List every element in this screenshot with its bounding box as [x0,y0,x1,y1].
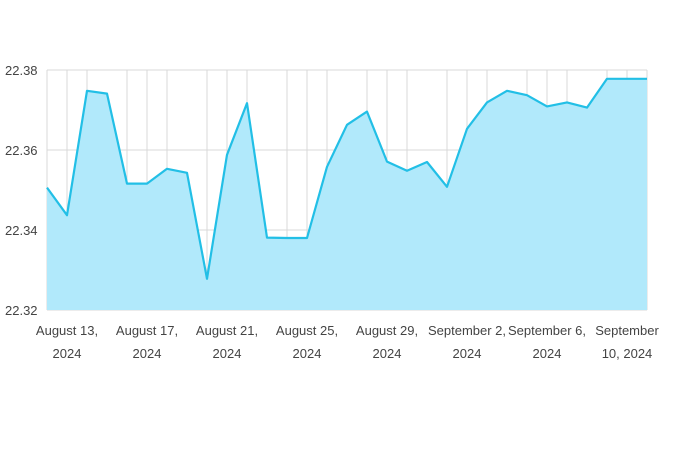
x-tick-label: September 2, 2024 [428,323,506,361]
x-tick-label-line2: 2024 [453,346,482,361]
x-tick-label-line2: 2024 [133,346,162,361]
x-tick-label-line1: August 17, [116,323,178,338]
area-fill [47,78,647,310]
x-tick-label: August 25, 2024 [276,323,338,361]
x-tick-label-line1: September [595,323,659,338]
y-tick-label: 22.32 [5,303,38,318]
x-tick-label-line1: August 21, [196,323,258,338]
y-tick-label: 22.36 [5,143,38,158]
x-tick-label: August 17, 2024 [116,323,178,361]
x-tick-label-line2: 2024 [373,346,402,361]
x-tick-label-line2: 2024 [53,346,82,361]
x-tick-label: August 21, 2024 [196,323,258,361]
y-tick-label: 22.34 [5,223,38,238]
x-tick-label-line1: August 29, [356,323,418,338]
x-tick-label-line1: August 13, [36,323,98,338]
y-tick-label: 22.38 [5,63,38,78]
x-tick-label-line1: September 2, [428,323,506,338]
x-tick-label-line2: 2024 [213,346,242,361]
x-tick-label-line2: 10, 2024 [602,346,653,361]
x-tick-label: September 10, 2024 [595,323,659,361]
x-axis: August 13, 2024 August 17, 2024 August 21, 20… [36,323,660,361]
x-tick-label-line1: September 6, [508,323,586,338]
x-tick-label-line2: 2024 [293,346,322,361]
x-tick-label-line1: August 25, [276,323,338,338]
x-tick-label-line2: 2024 [533,346,562,361]
x-tick-label: September 6, 2024 [508,323,586,361]
series-line [46,77,647,280]
x-tick-label: August 29, 2024 [356,323,418,361]
y-axis: 22.32 22.34 22.36 22.38 [5,63,38,318]
x-tick-label: August 13, 2024 [36,323,98,361]
